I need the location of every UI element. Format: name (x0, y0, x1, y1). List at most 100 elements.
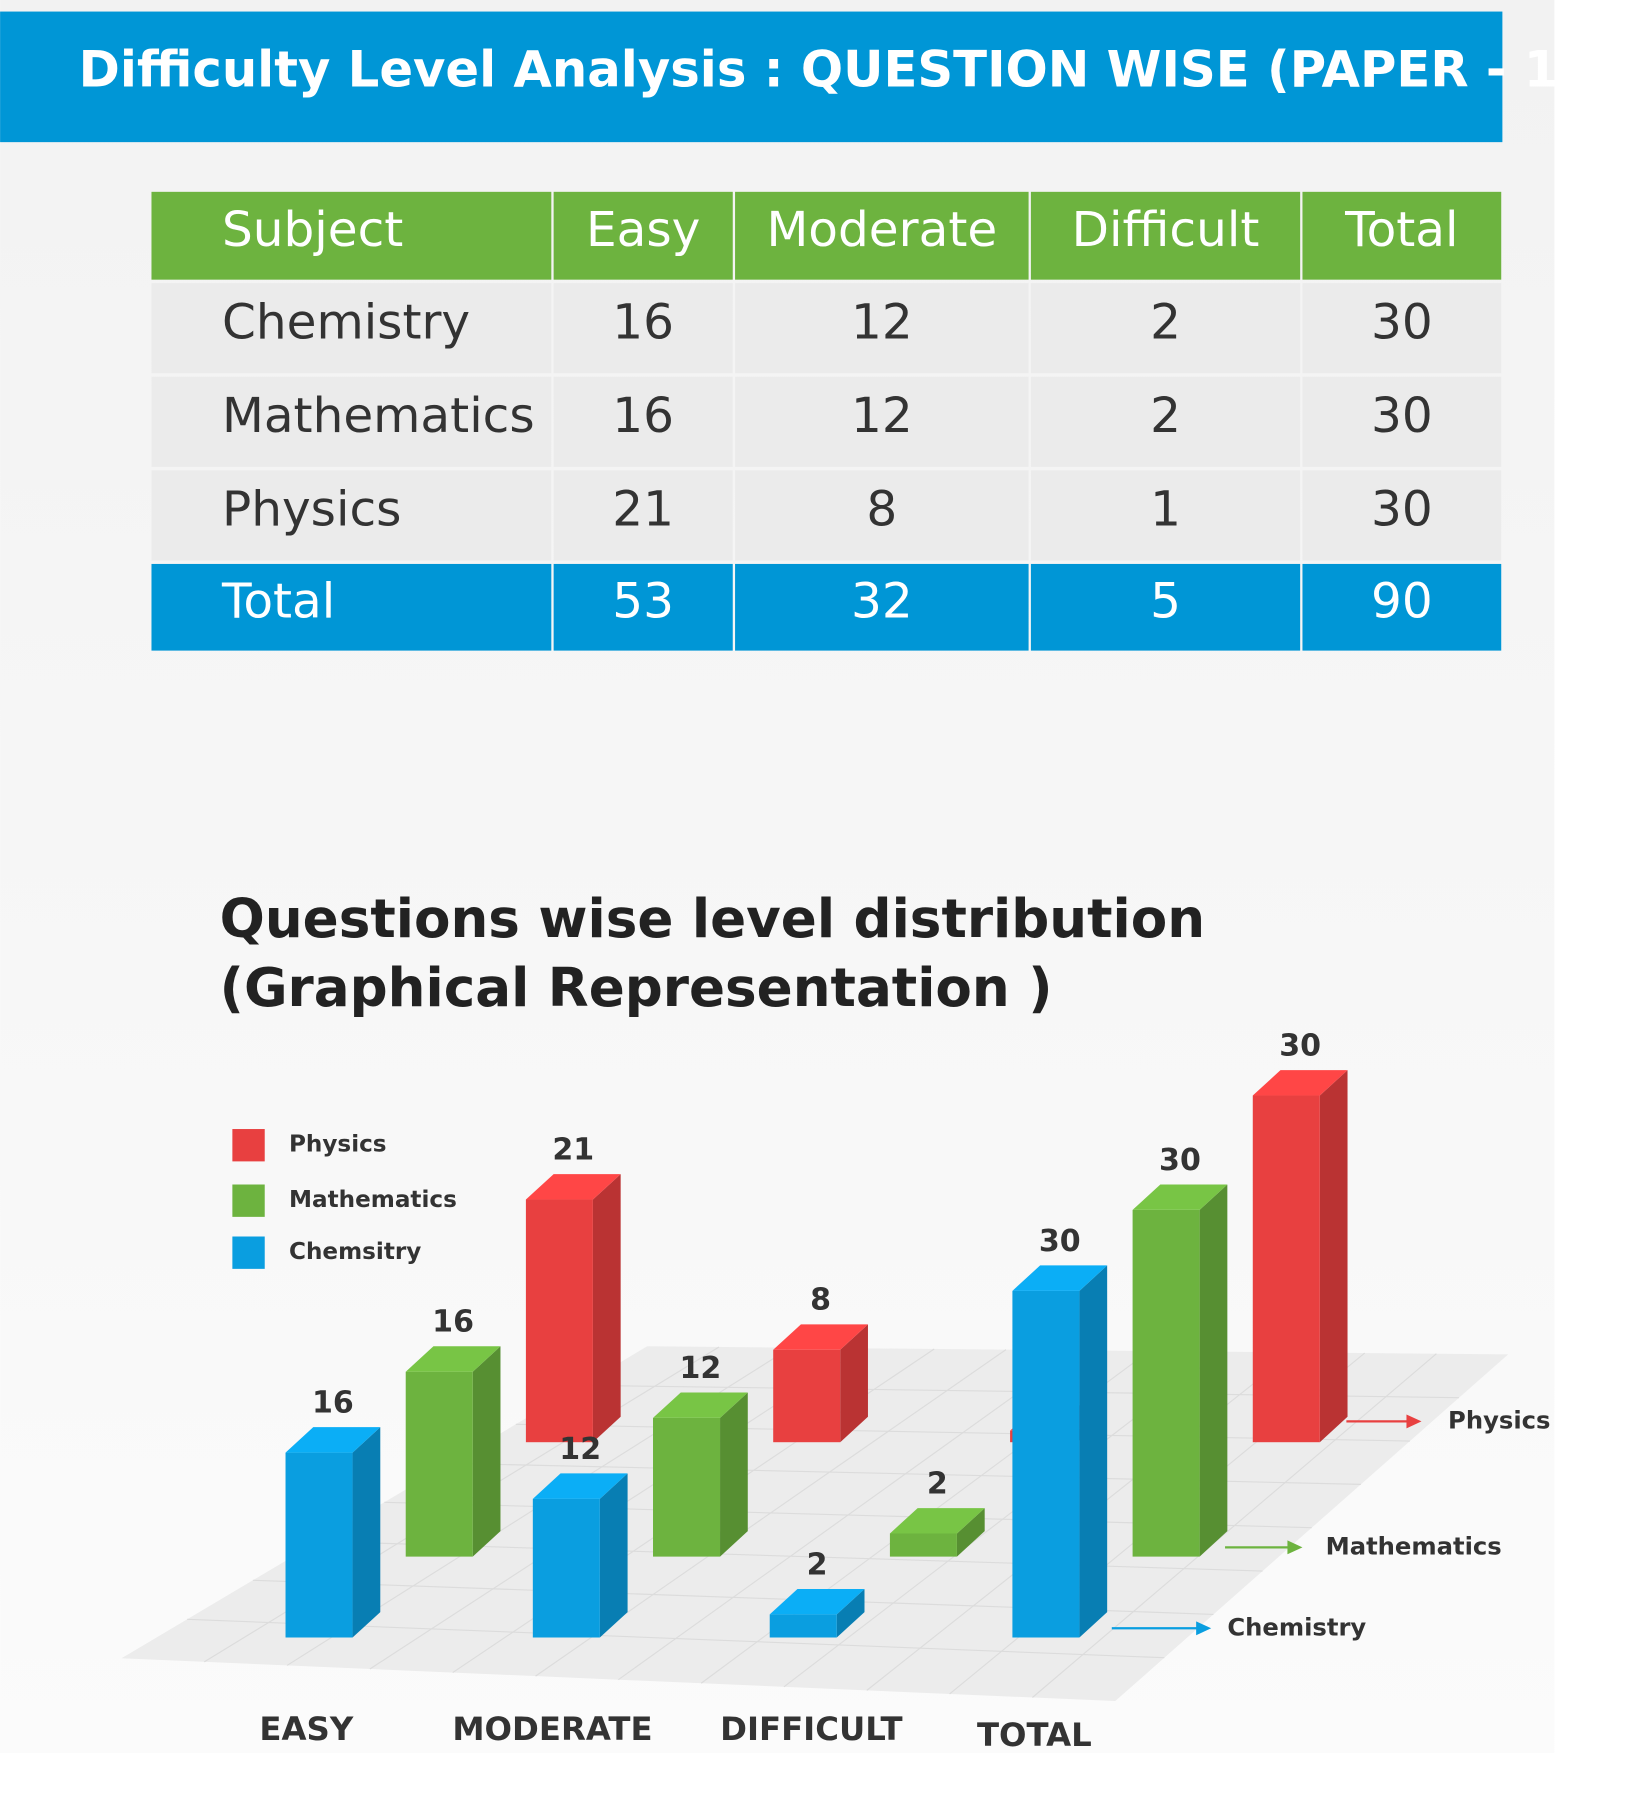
table-cell: 16 (612, 294, 674, 350)
table-cell-bg (735, 283, 1029, 374)
table-cell: Mathematics (222, 388, 535, 444)
table-cell: Physics (222, 482, 401, 538)
table-header-cell: Moderate (766, 202, 997, 258)
bar-front (525, 1199, 593, 1443)
value-label: 21 (552, 1132, 594, 1167)
table-cell-bg (553, 470, 733, 561)
table-cell: 30 (1371, 388, 1433, 444)
value-label: 12 (559, 1432, 601, 1467)
legend-label: Chemsitry (289, 1239, 421, 1265)
bar-side (836, 1588, 865, 1638)
bar-side (472, 1346, 501, 1557)
chart-title: Questions wise level distribution (220, 888, 1205, 950)
value-label: 16 (432, 1305, 474, 1340)
table-cell-bg (1302, 563, 1502, 651)
table-cell-bg (1302, 470, 1502, 561)
table-header-cell: Total (1344, 202, 1458, 258)
table-cell-bg (735, 563, 1029, 651)
table-cell-bg (553, 283, 733, 374)
depth-arrowhead (1406, 1414, 1422, 1429)
bar-top (525, 1174, 621, 1200)
chart-subtitle: (Graphical Representation ) (220, 957, 1053, 1019)
table-cell-bg (553, 191, 733, 280)
legend-swatch (232, 1129, 265, 1162)
bar-front (769, 1614, 837, 1638)
x-tick-label: TOTAL (977, 1716, 1092, 1754)
table-cell: 30 (1371, 294, 1433, 350)
bar-top (1252, 1070, 1348, 1096)
value-label: 2 (927, 1466, 948, 1501)
depth-label: Mathematics (1326, 1531, 1502, 1560)
bar-side (352, 1427, 381, 1638)
table-total-cell: 53 (612, 573, 674, 629)
table-header-cell: Easy (586, 202, 700, 258)
table-header-cell: Difficult (1072, 202, 1260, 258)
value-label: 30 (1039, 1224, 1081, 1259)
header-title: Difficulty Level Analysis : QUESTION WIS… (79, 40, 1581, 98)
value-label: 2 (807, 1547, 828, 1582)
table-cell-bg (1030, 470, 1301, 561)
header-bar (0, 11, 1503, 143)
bar-top (532, 1473, 628, 1499)
bar-top (285, 1427, 381, 1453)
table-total-cell: 5 (1150, 573, 1181, 629)
bar-side (720, 1392, 748, 1557)
table-cell: 8 (866, 482, 897, 538)
bar-side (1199, 1184, 1228, 1557)
bar-side (592, 1174, 621, 1443)
table-cell-bg (151, 470, 552, 561)
value-label: 30 (1279, 1028, 1321, 1063)
table-cell: 2 (1150, 294, 1181, 350)
table-cell-bg (151, 283, 552, 374)
table-total-cell: Total (221, 573, 335, 629)
table: Subject Easy Moderate Difficult Total Chemist… (151, 191, 1502, 651)
bar-top (1012, 1265, 1108, 1291)
bar-front (405, 1371, 473, 1557)
table-cell: 21 (612, 482, 674, 538)
table-cell: 2 (1150, 388, 1181, 444)
table-cell-bg (735, 191, 1029, 280)
x-tick-label: EASY (259, 1710, 353, 1748)
table-cell-bg (553, 563, 733, 651)
bar-top (405, 1346, 501, 1372)
depth-arrowhead (1196, 1621, 1212, 1636)
depth-arrowhead (1287, 1540, 1303, 1555)
bar-top (1132, 1184, 1228, 1210)
table-cell-bg (1302, 376, 1502, 467)
table-cell: Chemistry (222, 294, 470, 350)
table-cell-bg (1030, 191, 1301, 280)
bar-front (773, 1349, 841, 1443)
bar-front (1012, 1290, 1080, 1638)
legend-swatch (232, 1184, 265, 1217)
table-total-cell: 32 (851, 573, 913, 629)
value-label: 30 (1159, 1143, 1201, 1178)
table-cell-bg (735, 376, 1029, 467)
table-cell-bg (1030, 283, 1301, 374)
bar-top (769, 1588, 865, 1615)
table-cell-bg (151, 563, 552, 651)
table-cell-bg (1302, 191, 1502, 280)
table-cell-bg (735, 470, 1029, 561)
table-cell: 12 (851, 388, 913, 444)
bar-top (653, 1392, 748, 1418)
bar-front (285, 1452, 353, 1638)
value-label: 12 (679, 1351, 721, 1386)
depth-label: Chemistry (1227, 1612, 1366, 1641)
x-tick-label: DIFFICULT (720, 1710, 902, 1748)
bar-side (1319, 1070, 1348, 1443)
bar-top (773, 1324, 868, 1350)
table-cell-bg (1030, 376, 1301, 467)
table-header-cell: Subject (222, 202, 403, 258)
table-total-cell: 90 (1371, 573, 1433, 629)
bar-side (956, 1508, 985, 1557)
table-cell: 1 (1150, 482, 1181, 538)
bar-front (1132, 1209, 1200, 1557)
table-cell-bg (151, 376, 552, 467)
legend-label: Physics (289, 1132, 387, 1158)
table-cell: 16 (612, 388, 674, 444)
table-cell-bg (1302, 283, 1502, 374)
bar-side (840, 1324, 868, 1443)
bar-side (599, 1473, 628, 1638)
value-label: 8 (810, 1283, 831, 1318)
table-cell-bg (553, 376, 733, 467)
